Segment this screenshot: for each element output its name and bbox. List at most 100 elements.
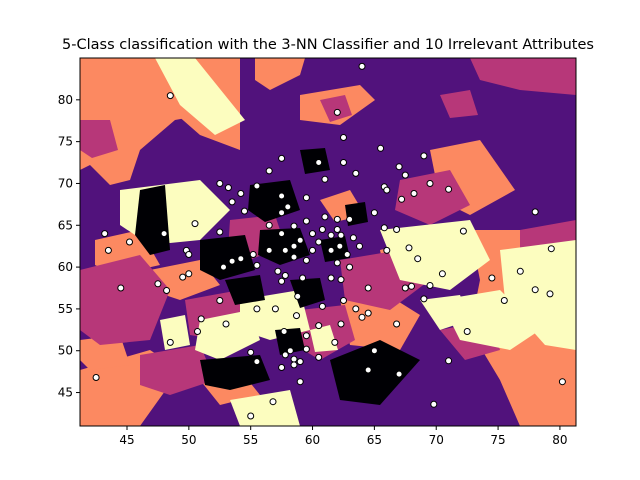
x-tick-label: 60: [305, 433, 320, 447]
data-point: [271, 305, 279, 313]
data-point: [265, 221, 273, 229]
data-point: [104, 246, 112, 254]
data-point: [488, 274, 496, 282]
data-point: [349, 234, 357, 242]
data-point: [185, 270, 193, 278]
data-point: [278, 209, 286, 217]
y-tick-label: 70: [58, 176, 73, 190]
data-point: [247, 348, 255, 356]
chart-title: 5-Class classification with the 3-NN Cla…: [62, 37, 594, 53]
data-point: [265, 246, 273, 254]
data-point: [393, 320, 401, 328]
data-point: [253, 261, 261, 269]
data-point: [194, 328, 201, 335]
data-point: [253, 358, 261, 366]
data-point: [228, 257, 236, 265]
data-point: [401, 284, 409, 292]
data-point: [237, 190, 245, 197]
data-point: [296, 236, 304, 244]
y-tick-label: 60: [58, 260, 73, 274]
data-point: [278, 277, 286, 285]
data-point: [364, 366, 372, 374]
data-point: [356, 242, 363, 250]
axes-frame: [79, 57, 577, 427]
y-tick-label: 75: [58, 135, 73, 149]
data-point: [284, 203, 292, 211]
data-point: [321, 213, 329, 221]
y-tick-label: 45: [58, 386, 73, 400]
data-point: [163, 287, 171, 294]
data-point: [166, 92, 174, 100]
data-point: [333, 108, 341, 116]
data-point: [401, 171, 409, 179]
data-point: [364, 284, 372, 292]
data-point: [253, 305, 261, 313]
data-point: [531, 286, 539, 294]
data-point: [343, 251, 351, 258]
data-point: [290, 355, 298, 363]
data-point: [333, 215, 341, 223]
data-point: [340, 159, 347, 166]
data-point: [278, 154, 286, 162]
data-point: [333, 226, 341, 233]
data-point: [302, 345, 310, 353]
data-point: [377, 144, 385, 152]
data-point: [315, 159, 323, 166]
data-point: [197, 315, 205, 323]
data-point: [302, 194, 310, 202]
plot-area: [80, 58, 576, 426]
data-point: [405, 244, 413, 252]
data-point: [380, 224, 388, 232]
data-point: [154, 280, 162, 288]
data-point: [420, 295, 428, 303]
data-point: [370, 347, 378, 355]
data-point: [546, 290, 554, 298]
data-point: [459, 227, 467, 235]
data-point: [346, 215, 354, 223]
data-point: [395, 370, 403, 378]
data-point: [274, 267, 282, 275]
y-axis: 45 50 55 60 65 70 75 80: [58, 93, 80, 400]
data-point: [302, 256, 310, 264]
data-point: [281, 246, 289, 254]
x-tick-label: 70: [429, 433, 444, 447]
data-point: [280, 328, 288, 335]
data-point: [315, 238, 323, 246]
data-point: [101, 230, 109, 238]
data-point: [340, 134, 347, 141]
data-point: [398, 195, 406, 203]
data-point: [309, 230, 316, 238]
data-point: [327, 246, 335, 254]
data-point: [309, 246, 316, 254]
data-point: [290, 222, 298, 230]
data-point: [216, 180, 224, 187]
data-point: [445, 357, 453, 365]
data-point: [237, 255, 245, 263]
data-point: [547, 245, 555, 253]
data-point: [294, 292, 302, 300]
data-point: [290, 242, 298, 250]
data-point: [249, 251, 257, 258]
data-point: [290, 361, 298, 369]
data-point: [216, 228, 224, 236]
data-point: [410, 190, 418, 197]
data-point: [516, 267, 524, 275]
data-point: [185, 251, 193, 258]
data-point: [286, 347, 294, 355]
data-point: [438, 270, 446, 278]
x-tick-label: 65: [367, 433, 382, 447]
data-point: [426, 180, 434, 187]
data-point: [336, 242, 344, 250]
data-point: [296, 378, 304, 386]
data-point: [278, 364, 286, 371]
data-point: [408, 282, 415, 290]
data-point: [293, 312, 300, 320]
data-point: [318, 302, 326, 310]
data-point: [278, 192, 286, 200]
data-point: [315, 322, 323, 330]
data-point: [558, 378, 566, 386]
data-point: [117, 284, 125, 292]
data-point: [321, 175, 329, 183]
data-point: [346, 263, 354, 271]
region-class-cream: [120, 58, 576, 426]
